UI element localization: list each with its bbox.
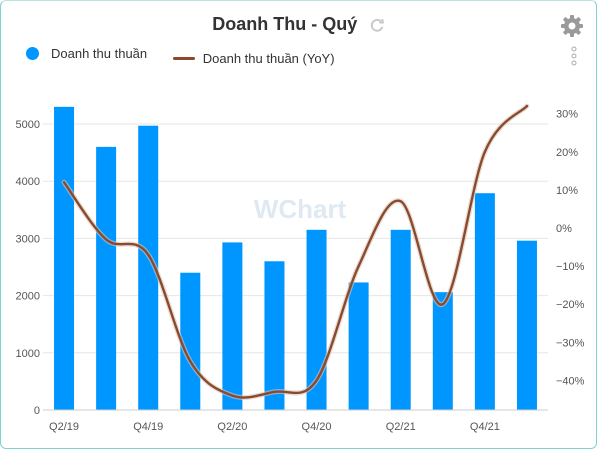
x-tick-label: Q4/20 xyxy=(302,421,332,433)
yoy-point xyxy=(104,238,108,241)
bar xyxy=(138,125,159,410)
legend-swatch-revenue xyxy=(26,47,39,60)
yoy-point xyxy=(357,264,360,268)
y-left-tick-label: 4000 xyxy=(16,176,40,188)
legend-item-revenue[interactable]: Doanh thu thuần xyxy=(26,46,147,61)
y-left-tick-label: 5000 xyxy=(16,119,40,131)
legend-swatch-revenue-yoy xyxy=(172,57,195,60)
y-right-tick-label: −30% xyxy=(556,337,585,349)
bar xyxy=(474,193,495,410)
bar xyxy=(516,240,537,410)
bar xyxy=(54,106,75,410)
refresh-icon[interactable] xyxy=(368,16,386,34)
y-right-tick-label: 0% xyxy=(556,223,572,235)
yoy-point xyxy=(483,150,487,153)
x-tick-label: Q2/21 xyxy=(386,421,416,433)
watermark: WChart xyxy=(254,194,347,224)
x-tick-label: Q2/19 xyxy=(49,421,79,433)
y-right-tick-label: 20% xyxy=(556,147,578,159)
bar xyxy=(264,261,285,410)
y-left-tick-label: 2000 xyxy=(16,291,40,303)
yoy-line-shadow xyxy=(61,103,530,401)
y-right-tick-label: −10% xyxy=(556,261,585,273)
yoy-point xyxy=(147,253,150,256)
yoy-point xyxy=(525,104,529,108)
yoy-line xyxy=(62,104,529,399)
yoy-point xyxy=(441,303,444,306)
yoy-point xyxy=(231,394,234,397)
y-right-tick-label: −20% xyxy=(556,299,585,311)
chart-title: Doanh Thu - Quý xyxy=(212,14,358,34)
x-tick-label: Q4/19 xyxy=(133,421,163,433)
legend: Doanh thu thuần Doanh thu thuần (YoY) xyxy=(26,46,357,66)
yoy-point xyxy=(273,390,276,394)
more-vertical-icon[interactable] xyxy=(571,46,577,66)
y-right-tick-label: 10% xyxy=(556,185,578,197)
gear-icon[interactable] xyxy=(560,14,584,38)
y-left-tick-label: 1000 xyxy=(16,348,40,360)
y-right-tick-label: 30% xyxy=(556,109,578,121)
legend-label-revenue: Doanh thu thuần xyxy=(51,46,148,61)
legend-item-revenue-yoy[interactable]: Doanh thu thuần (YoY) xyxy=(172,51,335,66)
bar xyxy=(222,242,243,410)
yoy-point xyxy=(62,181,66,184)
yoy-point xyxy=(399,200,402,203)
bar xyxy=(348,282,369,410)
y-left-tick-label: 3000 xyxy=(16,233,40,245)
bar xyxy=(432,292,453,410)
bar xyxy=(306,229,327,410)
yoy-point xyxy=(315,379,318,382)
bar xyxy=(96,146,117,410)
title-row: Doanh Thu - Quý xyxy=(0,14,598,35)
y-left-tick-label: 0 xyxy=(34,405,40,417)
x-tick-label: Q4/21 xyxy=(470,421,500,433)
legend-label-revenue-yoy: Doanh thu thuần (YoY) xyxy=(202,51,335,66)
yoy-point xyxy=(189,360,192,363)
bar xyxy=(180,272,201,410)
y-right-tick-label: −40% xyxy=(556,375,585,387)
x-tick-label: Q2/20 xyxy=(217,421,247,433)
bar xyxy=(390,229,411,410)
